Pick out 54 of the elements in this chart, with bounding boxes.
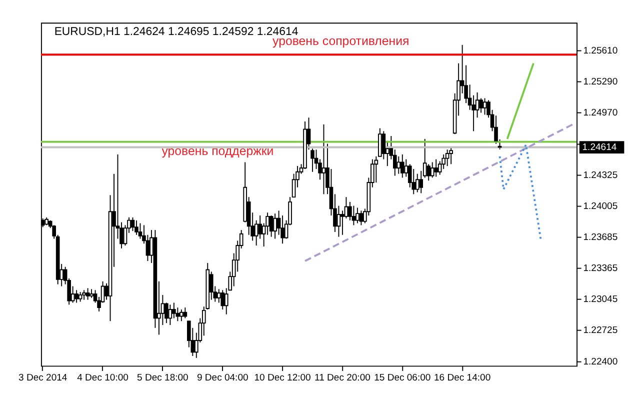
candlestick (310, 148, 314, 172)
candlestick (482, 98, 487, 116)
candlestick (479, 98, 483, 114)
candlestick (180, 309, 184, 322)
candlestick (183, 307, 188, 319)
candlestick (134, 220, 138, 236)
candlestick (78, 292, 82, 302)
x-tick-label: 15 Dec 06:00 (374, 372, 431, 384)
candlestick (400, 154, 404, 178)
y-tick-label: 1.25290 (583, 76, 618, 88)
candlestick (445, 149, 450, 167)
y-tick-label: 1.24325 (583, 170, 618, 182)
candlestick (412, 168, 416, 195)
candlestick (430, 162, 434, 178)
candlestick (273, 213, 277, 240)
candlestick (269, 215, 274, 238)
candlestick (396, 156, 401, 174)
candlestick (216, 288, 221, 304)
candlestick (434, 158, 438, 178)
candlestick (74, 290, 78, 304)
y-tick-label: 1.23365 (583, 263, 618, 274)
x-tick-label: 10 Dec 12:00 (254, 372, 311, 384)
candlestick (352, 205, 356, 226)
x-tick-label: 5 Dec 18:00 (137, 372, 188, 384)
x-tick-label: 4 Dec 10:00 (77, 372, 128, 384)
candlestick (138, 222, 142, 240)
candlestick (426, 164, 431, 182)
y-tick-label: 1.23685 (583, 232, 618, 244)
candlestick (82, 290, 86, 300)
y-tick-label: 1.25610 (583, 46, 618, 57)
x-tick-label: 3 Dec 2014 (18, 372, 68, 384)
candlestick (172, 302, 176, 319)
y-tick-label: 1.24970 (583, 108, 618, 119)
candlestick (336, 205, 341, 238)
candlestick (340, 210, 344, 236)
candlestick (130, 216, 135, 232)
candlestick (415, 173, 420, 193)
ref-line-label: 1.24614 (582, 142, 618, 154)
y-tick-label: 1.24005 (583, 201, 618, 212)
candlestick (322, 124, 326, 195)
candlestick (348, 201, 352, 221)
candlestick (168, 304, 172, 326)
y-tick-label: 1.22400 (583, 356, 618, 368)
line-series (498, 144, 542, 242)
candlestick (449, 146, 453, 165)
y-tick-label: 1.22725 (583, 325, 618, 336)
candlestick (356, 207, 360, 224)
y-tick-label: 1.23045 (583, 294, 618, 306)
candlestick (359, 210, 364, 226)
candlestick (86, 288, 90, 300)
x-tick-label: 16 Dec 14:00 (434, 372, 491, 384)
x-tick-label: 9 Dec 04:00 (196, 372, 248, 384)
x-tick-label: 11 Dec 20:00 (314, 372, 370, 384)
ref-line-label: уровень поддержки (162, 144, 274, 158)
